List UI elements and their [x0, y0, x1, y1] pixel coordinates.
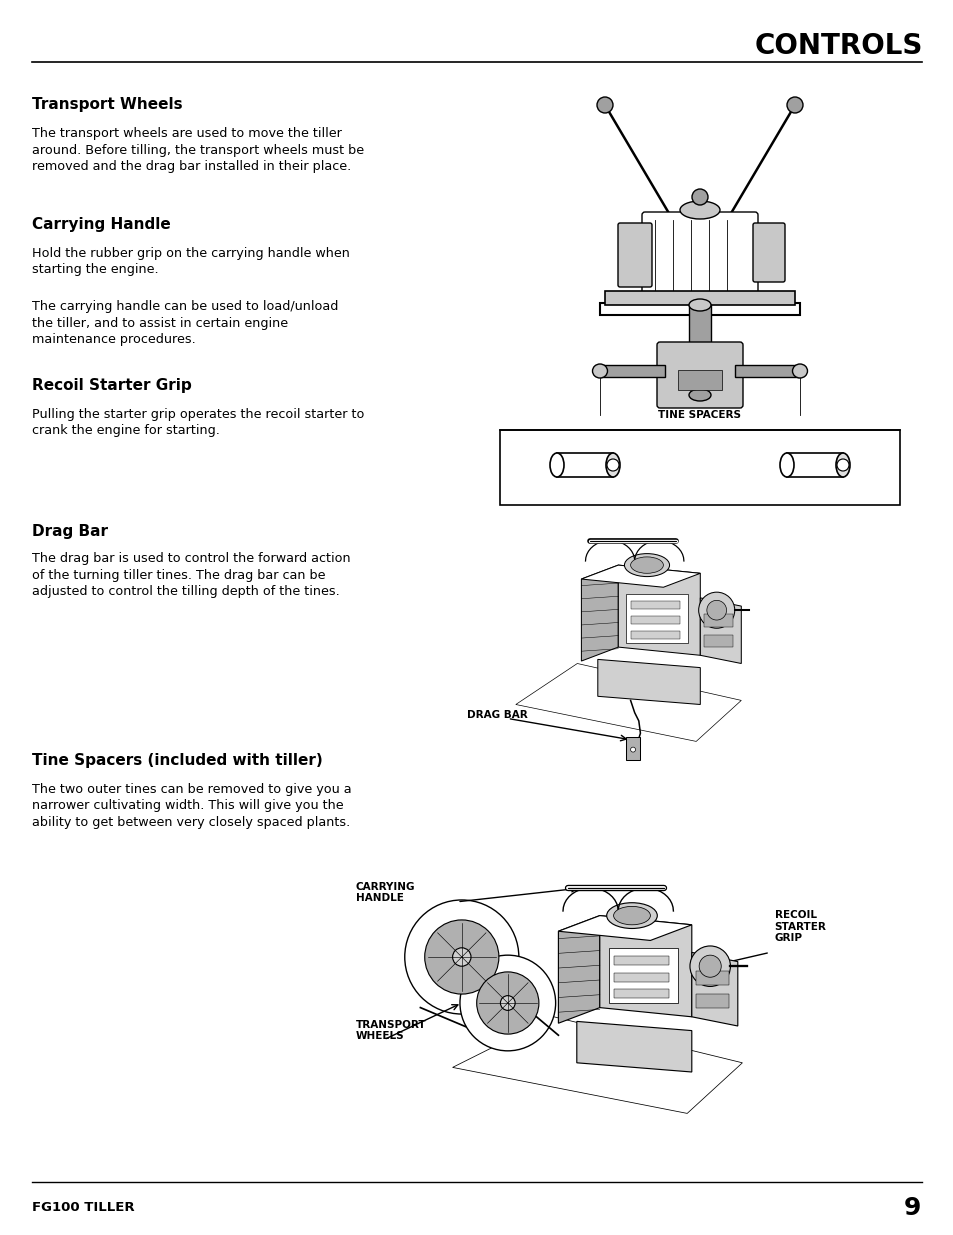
Ellipse shape	[792, 364, 806, 378]
Bar	[604, 291, 794, 305]
Bar	[608, 947, 678, 1003]
Text: The transport wheels are used to move the tiller
around. Before tilling, the tra: The transport wheels are used to move th…	[32, 127, 364, 173]
Bar	[786, 453, 842, 477]
FancyBboxPatch shape	[618, 224, 651, 287]
Circle shape	[706, 600, 726, 620]
Bar	[696, 994, 728, 1008]
Ellipse shape	[679, 201, 720, 219]
Ellipse shape	[624, 553, 669, 577]
Circle shape	[500, 995, 515, 1010]
Bar	[613, 989, 668, 998]
Text: Transport Wheels: Transport Wheels	[32, 98, 183, 112]
Polygon shape	[452, 1016, 741, 1114]
Circle shape	[459, 955, 555, 1051]
Bar	[703, 635, 732, 647]
Polygon shape	[577, 1021, 691, 1072]
Polygon shape	[580, 566, 700, 587]
Ellipse shape	[835, 453, 849, 477]
Text: CONTROLS: CONTROLS	[755, 32, 923, 59]
FancyBboxPatch shape	[641, 212, 758, 298]
Bar	[630, 631, 679, 638]
Circle shape	[698, 592, 734, 629]
Circle shape	[689, 946, 730, 987]
Circle shape	[699, 955, 720, 977]
Ellipse shape	[550, 453, 563, 477]
Ellipse shape	[605, 453, 619, 477]
Polygon shape	[580, 566, 618, 661]
FancyBboxPatch shape	[752, 224, 784, 282]
Bar	[678, 370, 721, 390]
Text: DRAG BAR: DRAG BAR	[466, 710, 527, 720]
Polygon shape	[516, 663, 740, 741]
Circle shape	[606, 459, 618, 471]
Text: TINE SPACERS: TINE SPACERS	[658, 410, 740, 420]
Text: Drag Bar: Drag Bar	[32, 524, 109, 538]
Text: The drag bar is used to control the forward action
of the turning tiller tines. : The drag bar is used to control the forw…	[32, 552, 351, 598]
Text: 9: 9	[903, 1195, 921, 1220]
Polygon shape	[558, 915, 599, 1024]
Polygon shape	[618, 566, 700, 656]
Bar	[625, 737, 639, 761]
Bar	[696, 971, 728, 984]
Circle shape	[452, 947, 471, 966]
Text: Tine Spacers (included with tiller): Tine Spacers (included with tiller)	[32, 753, 323, 768]
Ellipse shape	[688, 389, 710, 401]
Text: RECOIL
STARTER
GRIP: RECOIL STARTER GRIP	[774, 910, 825, 944]
Text: Pulling the starter grip operates the recoil starter to
crank the engine for sta: Pulling the starter grip operates the re…	[32, 408, 364, 437]
Ellipse shape	[613, 906, 650, 925]
Polygon shape	[700, 598, 740, 663]
Polygon shape	[558, 915, 691, 940]
Polygon shape	[691, 952, 737, 1026]
Circle shape	[424, 920, 498, 994]
Text: The carrying handle can be used to load/unload
the tiller, and to assist in cert: The carrying handle can be used to load/…	[32, 300, 338, 346]
Text: CARRYING
HANDLE: CARRYING HANDLE	[355, 882, 416, 903]
Ellipse shape	[780, 453, 793, 477]
Text: Carrying Handle: Carrying Handle	[32, 217, 171, 232]
Circle shape	[597, 98, 613, 112]
Text: FG100 TILLER: FG100 TILLER	[32, 1202, 135, 1214]
Bar	[626, 594, 687, 643]
Bar	[557, 453, 613, 477]
Bar	[630, 601, 679, 609]
Bar	[688, 305, 710, 395]
Ellipse shape	[606, 903, 657, 929]
Text: The two outer tines can be removed to give you a
narrower cultivating width. Thi: The two outer tines can be removed to gi…	[32, 783, 352, 829]
FancyBboxPatch shape	[657, 342, 742, 408]
Ellipse shape	[688, 299, 710, 311]
Bar	[499, 430, 899, 505]
Bar	[613, 956, 668, 966]
Polygon shape	[598, 659, 700, 704]
Text: Hold the rubber grip on the carrying handle when
starting the engine.: Hold the rubber grip on the carrying han…	[32, 247, 350, 277]
Bar	[599, 303, 800, 315]
Ellipse shape	[592, 364, 607, 378]
Circle shape	[691, 189, 707, 205]
Bar	[613, 973, 668, 982]
Bar	[630, 616, 679, 624]
Bar	[599, 366, 664, 377]
Bar	[734, 366, 800, 377]
Text: TRANSPORT
WHEELS: TRANSPORT WHEELS	[355, 1020, 426, 1041]
Circle shape	[786, 98, 802, 112]
Circle shape	[836, 459, 848, 471]
Circle shape	[476, 972, 538, 1034]
Ellipse shape	[630, 557, 662, 573]
Text: Recoil Starter Grip: Recoil Starter Grip	[32, 378, 192, 393]
Polygon shape	[599, 915, 691, 1016]
Circle shape	[404, 900, 518, 1014]
Bar	[703, 614, 732, 626]
Circle shape	[630, 747, 635, 752]
